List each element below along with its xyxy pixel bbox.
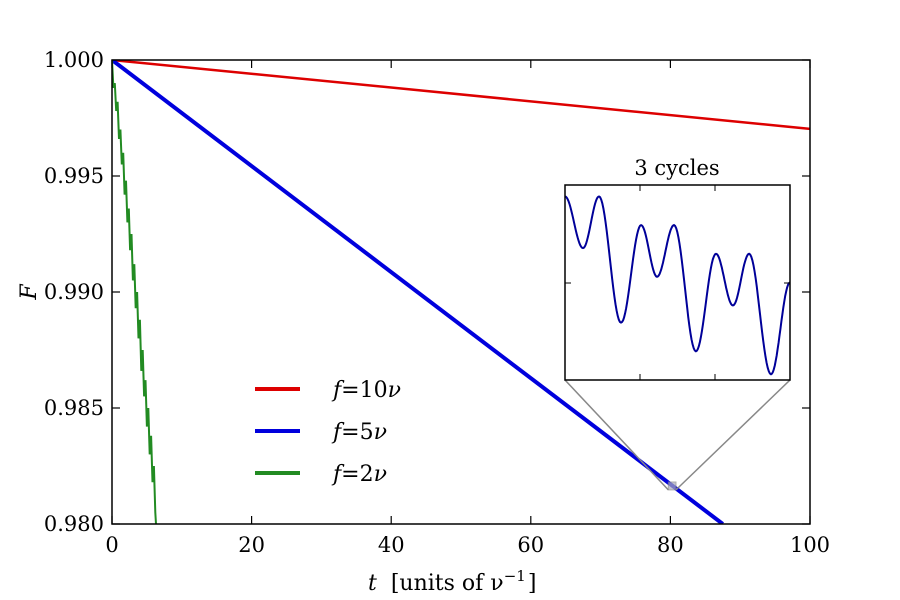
axis-ticks: 0 20 40 60 80 100 0.980 0.985 0.990 0.995 1.000 (44, 48, 830, 557)
legend-label: f=5ν (331, 420, 387, 445)
x-tick-label: 60 (517, 533, 544, 557)
inset-frame (564, 184, 791, 381)
legend-label: f=10ν (331, 378, 401, 403)
y-tick-label: 0.995 (44, 164, 104, 188)
x-tick-label: 0 (105, 533, 118, 557)
x-tick-label: 40 (378, 533, 405, 557)
series-line-2 (112, 60, 157, 524)
series-layer (112, 60, 810, 524)
series-line-0 (112, 60, 810, 131)
y-tick-label: 1.000 (44, 48, 104, 72)
x-tick-label: 100 (790, 533, 830, 557)
y-tick-label: 0.985 (44, 396, 104, 420)
x-tick-label: 20 (238, 533, 265, 557)
connector-line (564, 379, 669, 491)
y-tick-label: 0.980 (44, 512, 104, 536)
legend-label: f=2ν (331, 462, 387, 487)
connector-line (675, 379, 791, 491)
y-axis-label: F (17, 284, 42, 301)
zoom-rectangle (667, 481, 677, 491)
x-axis-label: t [units of ν−1] (368, 567, 536, 596)
inset: 3 cycles (564, 156, 791, 381)
plot-frame (111, 59, 811, 525)
legend: f=10ν f=5ν f=2ν (255, 378, 401, 487)
x-tick-label: 80 (657, 533, 684, 557)
inset-zoom-indicator (564, 379, 791, 491)
inset-title: 3 cycles (634, 156, 719, 180)
inset-series-line (564, 195, 791, 376)
series-line-1 (112, 60, 725, 524)
y-tick-label: 0.990 (44, 280, 104, 304)
